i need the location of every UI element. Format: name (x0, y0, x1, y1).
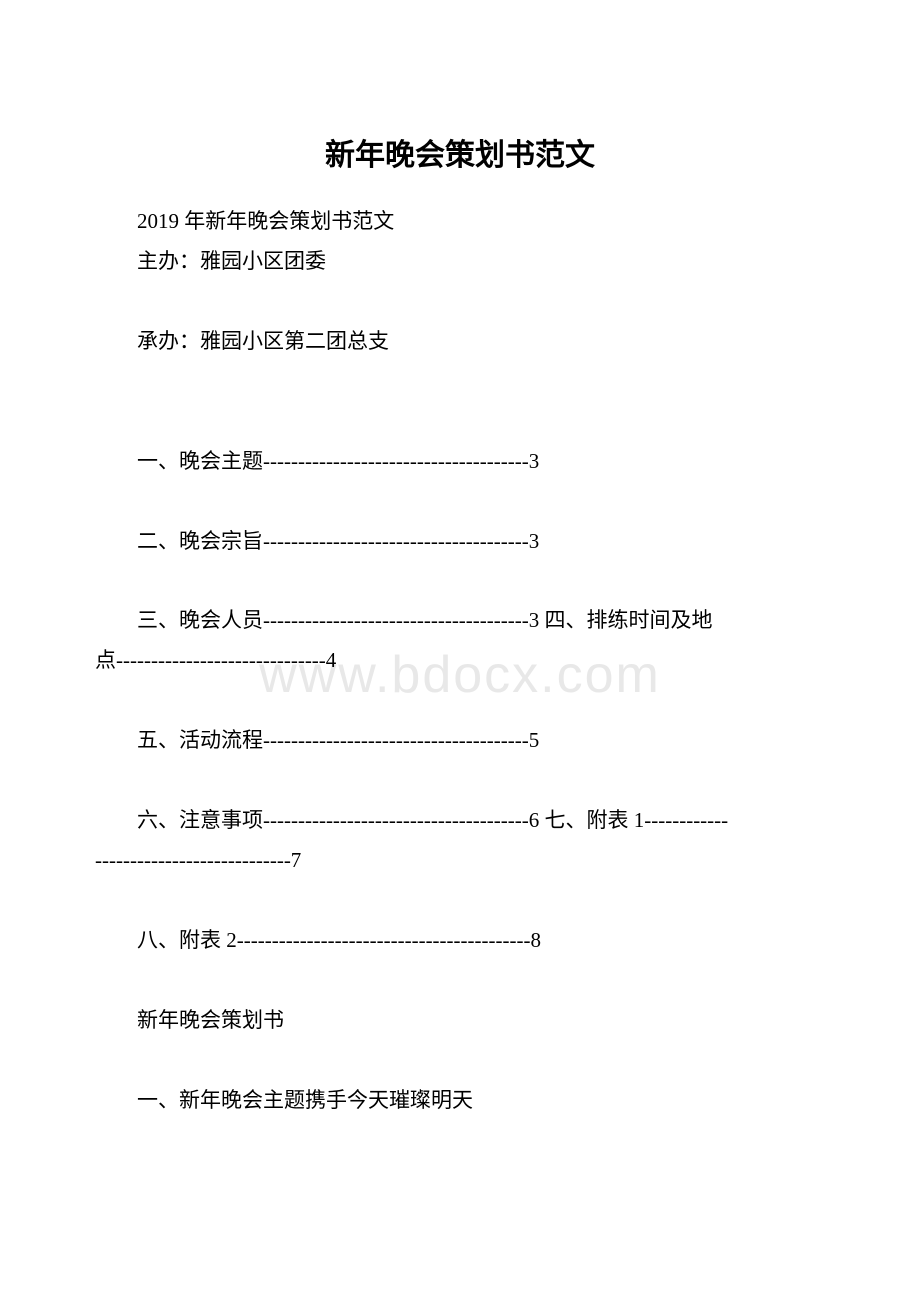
section-1: 一、新年晚会主题携手今天璀璨明天 (95, 1081, 825, 1121)
toc-item-2: 二、晚会宗旨----------------------------------… (95, 522, 825, 562)
spacer (95, 1041, 825, 1081)
subtitle-line: 2019 年新年晚会策划书范文 (95, 202, 825, 242)
document-title: 新年晚会策划书范文 (95, 130, 825, 174)
spacer (95, 561, 825, 601)
spacer (95, 362, 825, 442)
spacer (95, 961, 825, 1001)
document-page: 新年晚会策划书范文 2019 年新年晚会策划书范文 主办：雅园小区团委 承办：雅… (0, 0, 920, 1181)
spacer (95, 761, 825, 801)
toc-item-6-line2: ----------------------------7 (95, 841, 825, 881)
toc-item-6-line1: 六、注意事项----------------------------------… (95, 801, 825, 841)
spacer (95, 482, 825, 522)
toc-item-5: 五、活动流程----------------------------------… (95, 721, 825, 761)
spacer (95, 681, 825, 721)
host-line: 主办：雅园小区团委 (95, 242, 825, 282)
toc-item-1: 一、晚会主题----------------------------------… (95, 442, 825, 482)
spacer (95, 881, 825, 921)
spacer (95, 282, 825, 322)
section-title: 新年晚会策划书 (95, 1001, 825, 1041)
toc-item-3-line1: 三、晚会人员----------------------------------… (95, 601, 825, 641)
organizer-line: 承办：雅园小区第二团总支 (95, 322, 825, 362)
toc-item-3-line2: 点------------------------------4 (95, 641, 825, 681)
toc-item-8: 八、附表 2----------------------------------… (95, 921, 825, 961)
